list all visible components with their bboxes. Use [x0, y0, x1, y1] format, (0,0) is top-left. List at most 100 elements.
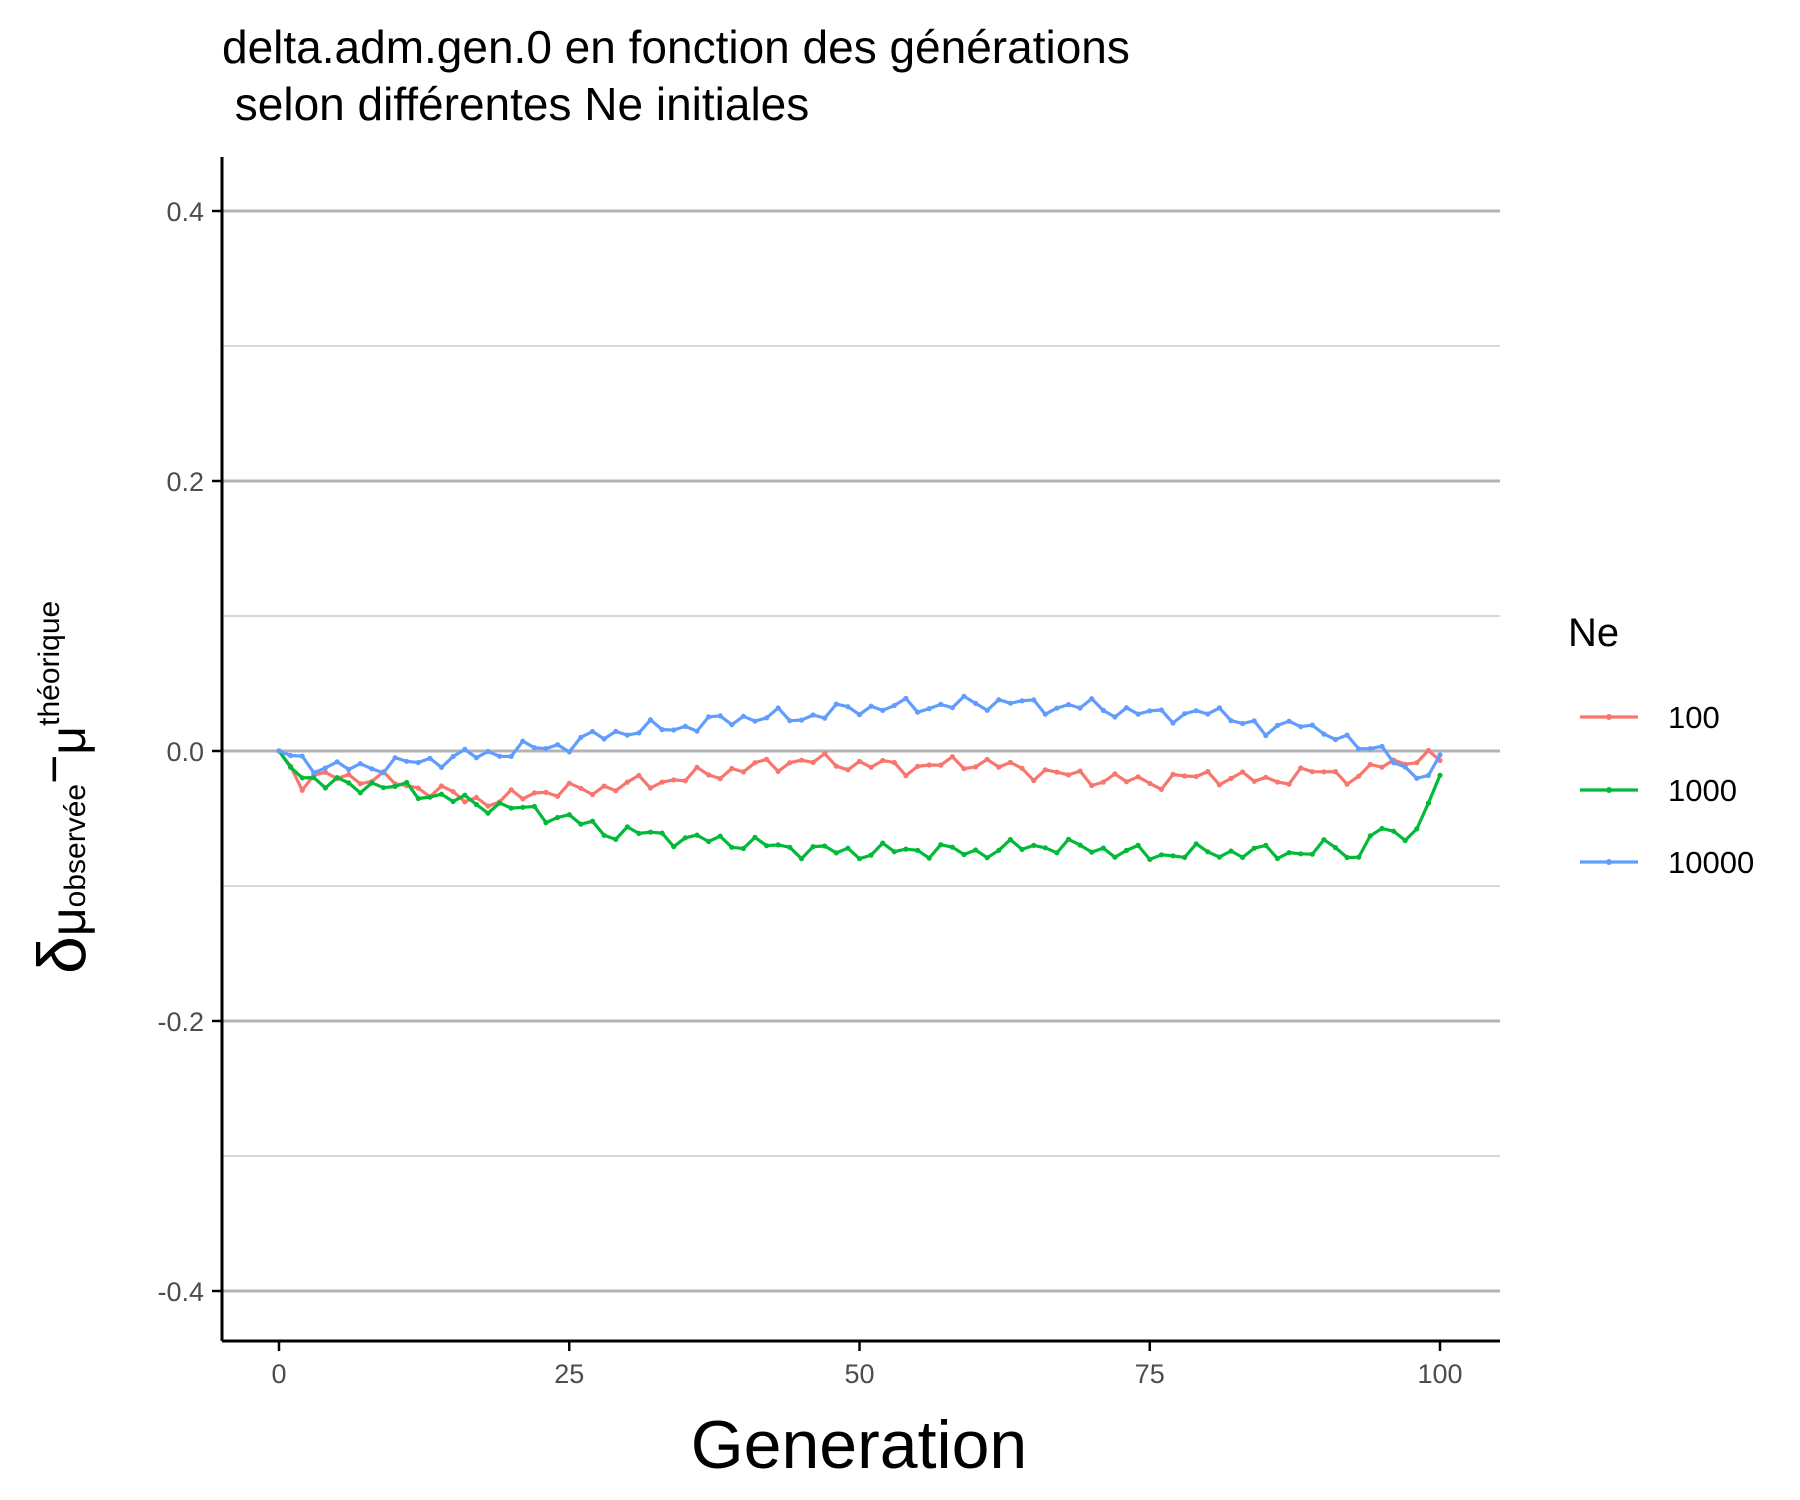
legend: Ne 100 1000 10000 — [1568, 611, 1754, 880]
data-point — [462, 746, 468, 753]
data-point — [1170, 853, 1176, 859]
data-point — [903, 846, 909, 852]
data-point — [1402, 764, 1408, 770]
data-point — [1182, 773, 1188, 779]
legend-label: 10000 — [1668, 845, 1754, 880]
data-point — [1228, 848, 1234, 854]
data-point — [1356, 773, 1362, 779]
data-point — [926, 762, 932, 768]
data-point — [1182, 711, 1188, 717]
data-point — [624, 732, 630, 738]
data-point — [647, 829, 654, 835]
data-point — [833, 763, 839, 769]
data-point — [717, 713, 723, 719]
data-point — [1216, 782, 1222, 788]
data-point — [1344, 732, 1350, 738]
data-point — [647, 717, 654, 723]
data-point — [1089, 696, 1095, 702]
data-point — [845, 704, 851, 710]
data-point — [822, 751, 828, 757]
data-point — [1321, 731, 1327, 737]
data-point — [1263, 774, 1269, 780]
data-point — [868, 852, 874, 858]
data-point — [299, 787, 305, 793]
data-point — [508, 753, 514, 760]
data-point — [880, 707, 886, 714]
data-point — [322, 785, 328, 791]
data-point — [1391, 828, 1397, 834]
data-point — [1228, 718, 1234, 724]
data-point — [1309, 722, 1315, 728]
data-point — [833, 850, 839, 856]
data-point — [613, 728, 619, 735]
data-point — [497, 800, 503, 806]
data-point — [578, 821, 584, 827]
data-point — [1042, 711, 1048, 717]
data-point — [1251, 718, 1257, 724]
data-point — [659, 830, 665, 836]
data-point — [984, 756, 990, 762]
x-axis-ticks: 0 25 50 75 100 — [271, 1341, 1463, 1389]
data-point — [1228, 775, 1234, 782]
series-layer — [276, 693, 1443, 863]
data-point — [1240, 720, 1246, 727]
data-point — [613, 788, 619, 794]
data-point — [1054, 705, 1060, 711]
legend-key-point — [1606, 787, 1612, 793]
data-point — [1007, 700, 1014, 706]
data-point — [369, 780, 375, 786]
data-point — [427, 755, 433, 761]
data-point — [589, 818, 596, 824]
data-point — [566, 780, 572, 786]
data-point — [1031, 777, 1037, 784]
series-100 — [276, 747, 1443, 809]
data-point — [973, 700, 979, 707]
data-point — [1356, 854, 1362, 860]
x-tick-label: 100 — [1417, 1359, 1462, 1389]
data-point — [973, 847, 979, 853]
data-point — [764, 843, 770, 849]
data-point — [949, 844, 956, 850]
data-point — [810, 759, 816, 766]
data-point — [1414, 775, 1420, 781]
legend-title: Ne — [1568, 611, 1619, 655]
data-point — [1332, 845, 1339, 851]
y-tick-label: 0.2 — [166, 467, 204, 497]
data-point — [1193, 708, 1199, 714]
data-point — [485, 748, 491, 755]
data-point — [949, 754, 956, 760]
data-point — [752, 834, 758, 840]
data-point — [1309, 851, 1315, 857]
data-point — [1437, 752, 1443, 758]
data-point — [1065, 836, 1072, 842]
data-point — [589, 791, 596, 798]
data-point — [450, 789, 456, 795]
y-tick-label: 0.4 — [166, 197, 204, 227]
y-axis-title-minus: − — [26, 755, 82, 784]
legend-key-point — [1606, 859, 1612, 865]
data-point — [392, 755, 398, 761]
data-point — [706, 714, 712, 720]
data-point — [647, 785, 654, 791]
data-point — [1065, 702, 1072, 708]
data-point — [404, 758, 410, 764]
data-point — [357, 790, 363, 796]
major-gridlines — [222, 209, 1500, 1293]
data-point — [1286, 850, 1292, 856]
data-point — [798, 856, 805, 862]
data-point — [984, 707, 990, 713]
data-point — [346, 766, 352, 773]
data-point — [1274, 779, 1281, 785]
chart-title: delta.adm.gen.0 en fonction des générati… — [222, 21, 1130, 73]
data-point — [450, 753, 456, 760]
data-point — [636, 730, 642, 736]
data-point — [1112, 854, 1118, 860]
data-point — [485, 810, 491, 816]
data-point — [1414, 760, 1420, 766]
data-point — [798, 757, 805, 763]
data-point — [845, 767, 851, 773]
data-point — [299, 753, 305, 759]
data-point — [497, 753, 503, 759]
data-point — [311, 770, 317, 776]
data-point — [1089, 782, 1095, 789]
